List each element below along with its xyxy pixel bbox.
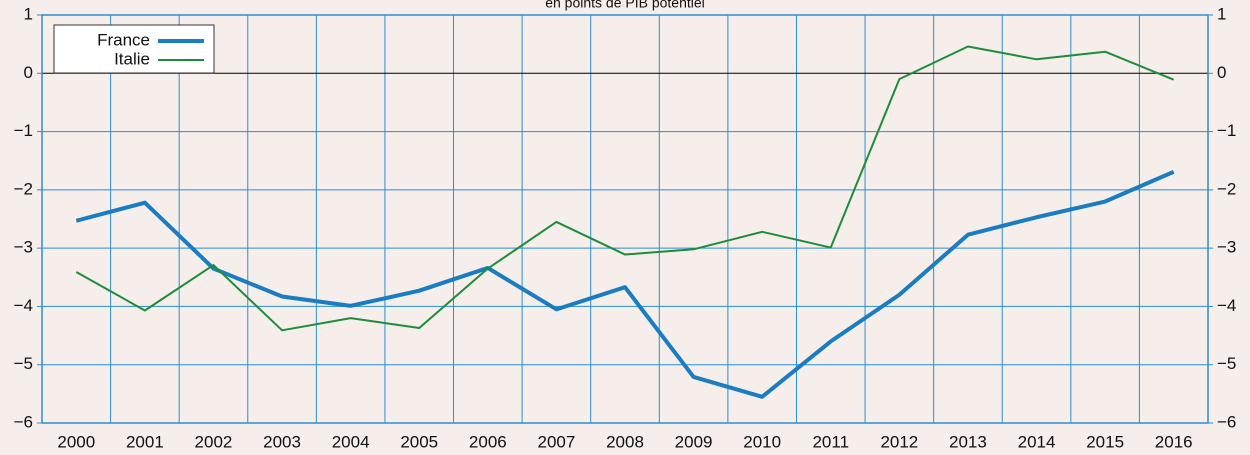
y2-tick-label: −1 [1217, 121, 1236, 140]
y-tick-label: −1 [14, 121, 33, 140]
y2-tick-label: −4 [1217, 296, 1236, 315]
x-tick-label: 2001 [126, 432, 164, 451]
y2-tick-label: 1 [1217, 4, 1226, 23]
y-tick-label: −6 [14, 412, 33, 431]
x-tick-label: 2002 [195, 432, 233, 451]
y-tick-label: −4 [14, 296, 33, 315]
x-tick-label: 2014 [1018, 432, 1056, 451]
line-series [75, 169, 1175, 399]
y2-tick-label: −3 [1217, 238, 1236, 257]
legend-label: Italie [114, 49, 150, 68]
y2-tick-label: 0 [1217, 63, 1226, 82]
legend-box [53, 24, 215, 74]
x-tick-label: 2009 [675, 432, 713, 451]
y-tick-label: 1 [24, 4, 33, 23]
line-series [75, 45, 1175, 332]
x-tick-label: 2007 [537, 432, 575, 451]
x-tick-label: 2010 [743, 432, 781, 451]
x-tick-label: 2016 [1155, 432, 1193, 451]
x-tick-label: 2003 [263, 432, 301, 451]
y-tick-label: −3 [14, 238, 33, 257]
y-tick-label: −2 [14, 179, 33, 198]
y2-tick-label: −6 [1217, 412, 1236, 431]
y2-tick-label: −2 [1217, 179, 1236, 198]
y-tick-label: 0 [24, 63, 33, 82]
x-tick-label: 2008 [606, 432, 644, 451]
x-tick-label: 2006 [469, 432, 507, 451]
x-tick-label: 2012 [880, 432, 918, 451]
x-tick-label: 2000 [57, 432, 95, 451]
x-tick-label: 2013 [949, 432, 987, 451]
x-tick-label: 2004 [332, 432, 370, 451]
legend-label: France [97, 30, 150, 49]
y2-tick-label: −5 [1217, 354, 1236, 373]
x-tick-label: 2005 [400, 432, 438, 451]
y-tick-label: −5 [14, 354, 33, 373]
x-tick-label: 2011 [812, 432, 849, 451]
chart-subtitle: en points de PIB potentiel [545, 0, 705, 11]
x-tick-label: 2015 [1086, 432, 1124, 451]
plot-frame [41, 14, 1209, 424]
